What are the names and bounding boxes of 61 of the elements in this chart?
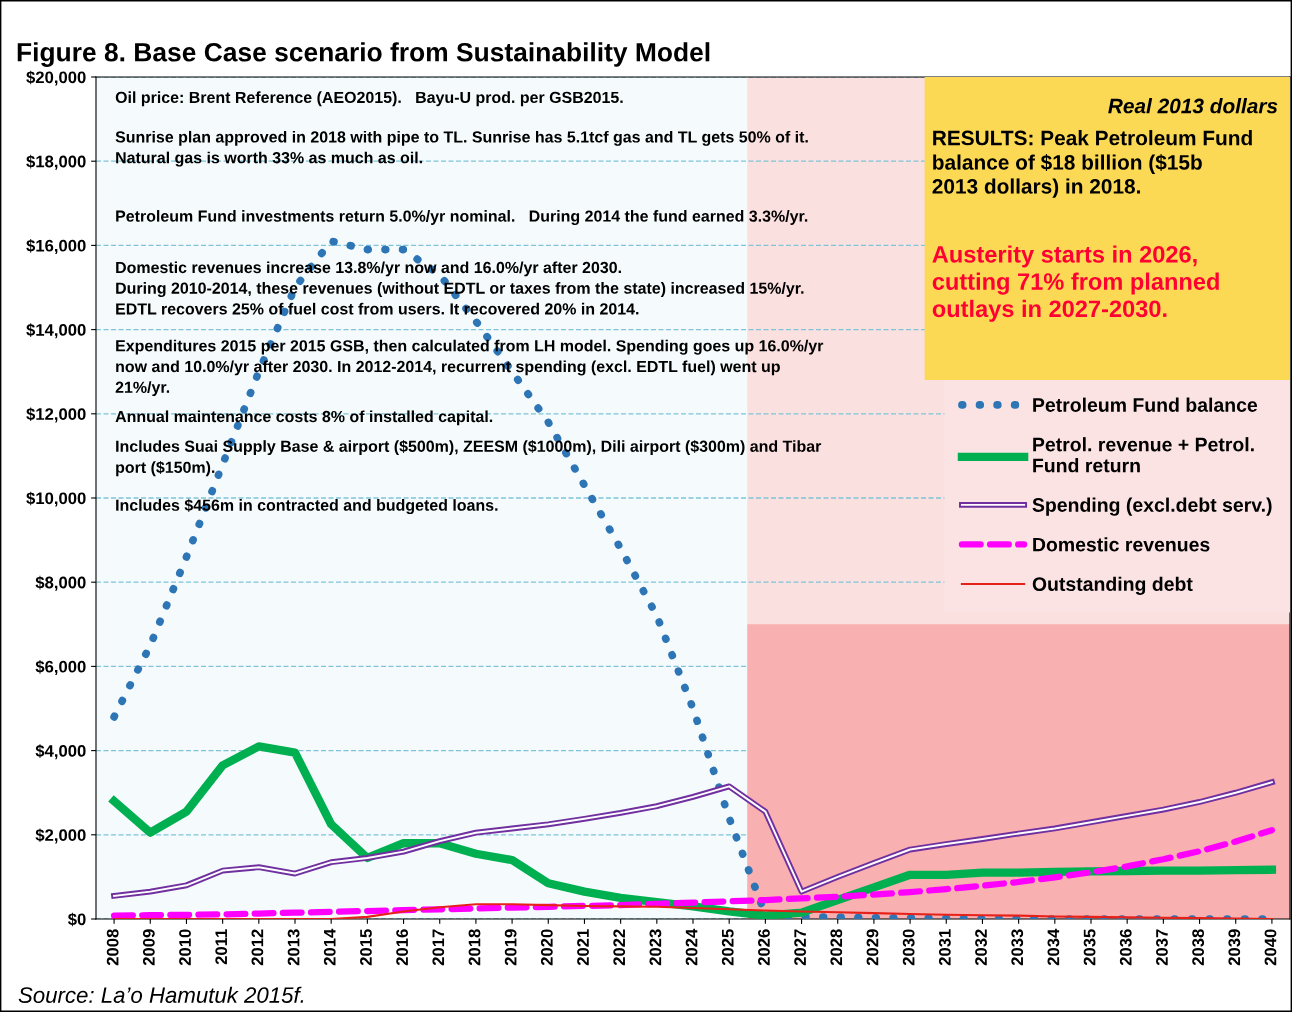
x-tick-label: 2026 (758, 929, 770, 966)
annotation: Austerity starts in 2026, cutting 71% from planned outlays in 2027-2030. (932, 245, 1219, 322)
y-tick-label: $16,000 (26, 239, 86, 255)
x-tick-label: 2018 (468, 929, 481, 966)
y-tick-label: $18,000 (26, 154, 86, 170)
x-tick-label: 2009 (142, 929, 155, 966)
x-tick-label: 2015 (360, 929, 372, 966)
annotation: Includes $456m in contracted and budgeted loans. (116, 498, 498, 515)
y-tick-label: $6,000 (35, 660, 86, 676)
x-tick-label: 2011 (215, 929, 228, 965)
x-tick-label: 2034 (1047, 928, 1060, 966)
y-tick-label: $14,000 (26, 323, 86, 339)
x-tick-label: 2016 (396, 929, 409, 966)
x-tick-label: 2012 (251, 929, 264, 966)
annotation: Includes Suai Supply Base & airport ($500m), ZEESM ($1000m), Dili airport ($300m) and Tibar port ($150m). (116, 439, 822, 477)
x-tick-label: 2028 (830, 929, 843, 966)
y-tick-label: $12,000 (26, 407, 86, 423)
y-tick-label: $20,000 (26, 70, 86, 86)
x-tick-label: 2037 (1156, 929, 1168, 966)
annotation: Oil price: Brent Reference (AEO2015). Bayu-U prod. per GSB2015. (115, 91, 623, 107)
legend-label: Outstanding debt (1032, 576, 1193, 595)
x-tick-label: 2022 (613, 929, 626, 966)
annotation: RESULTS: Peak Petroleum Fund balance of $18 billion ($15b 2013 dollars) in 2018. (932, 130, 1252, 198)
y-tick-label: $10,000 (26, 491, 86, 507)
annotation: Petroleum Fund investments return 5.0%/yr nominal. During 2014 the fund earned 3.3%/yr. (116, 210, 808, 225)
x-tick-label: 2036 (1119, 929, 1132, 966)
x-tick-label: 2038 (1192, 929, 1205, 966)
y-tick-label: $8,000 (35, 575, 86, 591)
x-tick-label: 2033 (1011, 929, 1024, 966)
x-tick-label: 2017 (432, 929, 445, 966)
y-tick-label: $2,000 (35, 828, 86, 844)
x-tick-label: 2014 (323, 928, 336, 966)
x-tick-label: 2035 (1083, 929, 1096, 966)
x-tick-label: 2020 (540, 929, 553, 966)
x-tick-label: 2019 (504, 929, 517, 966)
x-tick-label: 2032 (975, 929, 987, 966)
x-tick-label: 2040 (1264, 929, 1277, 966)
x-tick-label: 2025 (721, 929, 734, 966)
annotation: Annual maintenance costs 8% of installed capital. (115, 410, 493, 426)
legend-label: Domestic revenues (1033, 537, 1210, 552)
legend-label: Spending (excl.debt serv.) (1032, 497, 1272, 516)
x-tick-label: 2013 (287, 929, 300, 966)
x-tick-label: 2039 (1228, 929, 1241, 966)
source-note: Source: La’o Hamutuk 2015f. (18, 986, 304, 1003)
annotation: Real 2013 dollars (1108, 98, 1278, 114)
x-tick-label: 2008 (106, 929, 119, 966)
x-tick-label: 2023 (649, 929, 662, 966)
chart-title: Figure 8. Base Case scenario from Sustainability Model (17, 42, 710, 67)
x-tick-label: 2021 (577, 929, 589, 966)
x-tick-label: 2030 (902, 929, 915, 966)
y-tick-label: $4,000 (35, 744, 86, 760)
y-tick-label: $0 (67, 912, 86, 927)
x-tick-label: 2031 (938, 929, 951, 966)
annotation: Sunrise plan approved in 2018 with pipe to TL. Sunrise has 5.1tcf gas and TL gets 50% of it. Natural gas is worth 33% as much as oil. (115, 130, 808, 167)
legend-label: Petroleum Fund balance (1033, 397, 1258, 412)
legend-label: Petrol. revenue + Petrol. Fund return (1033, 437, 1254, 473)
line-series (113, 903, 1273, 919)
x-tick-label: 2010 (179, 929, 191, 966)
x-tick-label: 2027 (794, 929, 807, 966)
x-tick-label: 2029 (866, 929, 879, 966)
x-tick-label: 2024 (685, 928, 698, 966)
